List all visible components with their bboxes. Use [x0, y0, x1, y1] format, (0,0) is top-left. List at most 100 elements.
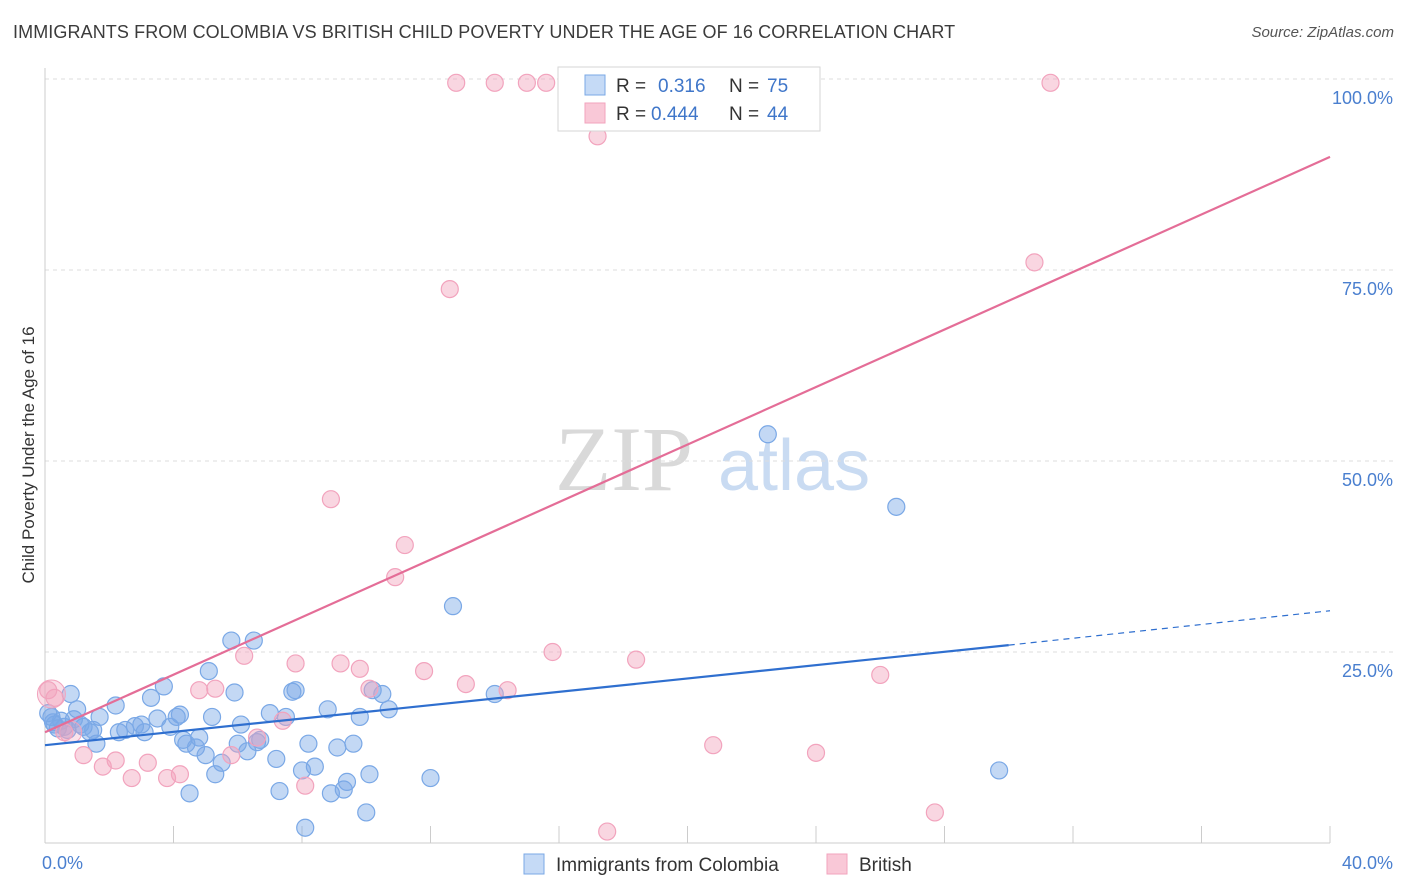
british-point-42 — [1041, 73, 1060, 92]
colombia-point-25 — [167, 707, 186, 727]
british-point-0 — [45, 688, 64, 707]
colombia-point-54 — [305, 757, 324, 776]
british-point-18 — [331, 654, 350, 673]
british-point-22 — [395, 535, 414, 555]
british-point-25 — [447, 73, 466, 92]
axes — [44, 68, 1331, 844]
colombia-point-57 — [328, 738, 347, 757]
colombia-point-68 — [443, 597, 463, 616]
british-point-2 — [74, 746, 93, 765]
british-point-10 — [206, 679, 225, 698]
colombia-point-31 — [190, 728, 209, 747]
colombia-point-38 — [225, 683, 244, 702]
british-point-5 — [122, 768, 141, 788]
british-point-4 — [106, 751, 125, 770]
colombia-point-72 — [990, 761, 1009, 780]
colombia-point-26 — [170, 705, 190, 724]
trend-lines — [44, 155, 1331, 747]
gridlines: 25.0% 50.0% 75.0% 100.0% — [45, 78, 1395, 681]
colombia-point-23 — [154, 677, 173, 696]
british-point-31 — [543, 642, 562, 662]
colombia-point-67 — [421, 768, 440, 788]
colombia-point-63 — [360, 765, 379, 784]
stats-legend: R = 0.316 N = 75 R = 0.444 N = 44 — [557, 66, 821, 132]
trend-line-british — [44, 155, 1331, 734]
british-cluster-point — [36, 679, 66, 709]
british-point-28 — [498, 681, 517, 700]
colombia-point-35 — [206, 765, 225, 784]
legend-r-label-british: R = — [616, 104, 646, 125]
british-point-26 — [456, 674, 475, 694]
legend-n-value-colombia: 75 — [767, 76, 788, 97]
british-point-12 — [235, 646, 254, 665]
colombia-point-44 — [251, 730, 270, 749]
series-british-points — [36, 73, 1060, 841]
british-point-17 — [321, 490, 341, 509]
colombia-point-60 — [344, 734, 363, 753]
colombia-point-47 — [270, 781, 289, 801]
legend-swatch-british — [584, 102, 606, 124]
x-tick-label-max: 40.0% — [1342, 853, 1393, 873]
colombia-point-20 — [135, 723, 154, 742]
y-tick-label-50: 50.0% — [1342, 470, 1393, 490]
british-point-24 — [440, 280, 459, 299]
british-point-11 — [222, 746, 241, 765]
colombia-point-21 — [141, 688, 161, 707]
british-point-37 — [704, 736, 723, 755]
legend-swatch-colombia — [584, 74, 606, 96]
legend-n-value-british: 44 — [767, 104, 789, 125]
colombia-point-30 — [186, 738, 206, 757]
british-point-41 — [1025, 253, 1044, 272]
british-point-29 — [517, 73, 536, 92]
x-tick-label-min: 0.0% — [42, 853, 83, 873]
colombia-point-39 — [228, 734, 247, 753]
british-point-38 — [806, 743, 826, 762]
british-point-23 — [414, 661, 434, 681]
y-tick-label-25: 25.0% — [1342, 661, 1393, 681]
colombia-point-55 — [318, 700, 337, 719]
colombia-point-33 — [199, 661, 218, 681]
colombia-point-34 — [202, 707, 222, 727]
bottom-legend-label-colombia: Immigrants from Colombia — [556, 855, 779, 876]
legend-n-label-colombia: N = — [729, 76, 759, 97]
colombia-point-53 — [299, 734, 318, 753]
y-tick-label-100: 100.0% — [1332, 88, 1393, 108]
british-point-20 — [360, 679, 379, 698]
colombia-point-32 — [196, 746, 215, 765]
british-point-39 — [871, 665, 890, 685]
british-point-30 — [537, 73, 556, 92]
british-point-40 — [925, 803, 944, 822]
colombia-point-73 — [39, 704, 58, 723]
british-point-36 — [626, 650, 646, 669]
british-point-43 — [39, 681, 58, 700]
colombia-point-46 — [267, 749, 286, 769]
trend-line-colombia — [44, 644, 1009, 747]
colombia-point-17 — [116, 720, 135, 740]
british-point-8 — [170, 765, 190, 784]
colombia-point-62 — [357, 803, 376, 822]
british-point-16 — [296, 776, 315, 795]
british-point-6 — [138, 753, 157, 772]
british-point-35 — [598, 822, 617, 841]
british-point-27 — [485, 73, 504, 92]
british-point-13 — [247, 728, 267, 747]
colombia-point-29 — [180, 784, 199, 803]
colombia-point-18 — [125, 717, 145, 736]
y-axis-label: Child Poverty Under the Age of 16 — [19, 326, 38, 583]
bottom-legend-swatch-colombia — [523, 853, 545, 875]
legend-r-value-british: 0.444 — [651, 104, 699, 125]
colombia-point-52 — [296, 818, 315, 837]
source-credit: Source: ZipAtlas.com — [1251, 24, 1394, 41]
trend-line-colombia-extension — [1008, 610, 1331, 646]
british-point-19 — [350, 659, 369, 678]
bottom-legend-label-british: British — [859, 855, 912, 876]
bottom-legend-swatch-british — [826, 853, 848, 875]
colombia-point-36 — [212, 753, 231, 772]
chart-title: IMMIGRANTS FROM COLOMBIA VS BRITISH CHIL… — [13, 22, 956, 42]
colombia-point-70 — [758, 425, 777, 444]
british-point-9 — [190, 681, 209, 700]
legend-r-value-colombia: 0.316 — [658, 76, 706, 97]
series-colombia-points — [39, 425, 1009, 837]
colombia-point-71 — [887, 497, 906, 516]
